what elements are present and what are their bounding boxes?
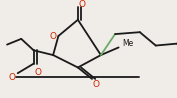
Text: O: O: [49, 32, 56, 41]
Text: O: O: [78, 0, 85, 10]
Text: O: O: [35, 68, 42, 77]
Text: O: O: [8, 73, 15, 82]
Text: O: O: [92, 80, 99, 89]
Text: Me: Me: [122, 39, 133, 48]
